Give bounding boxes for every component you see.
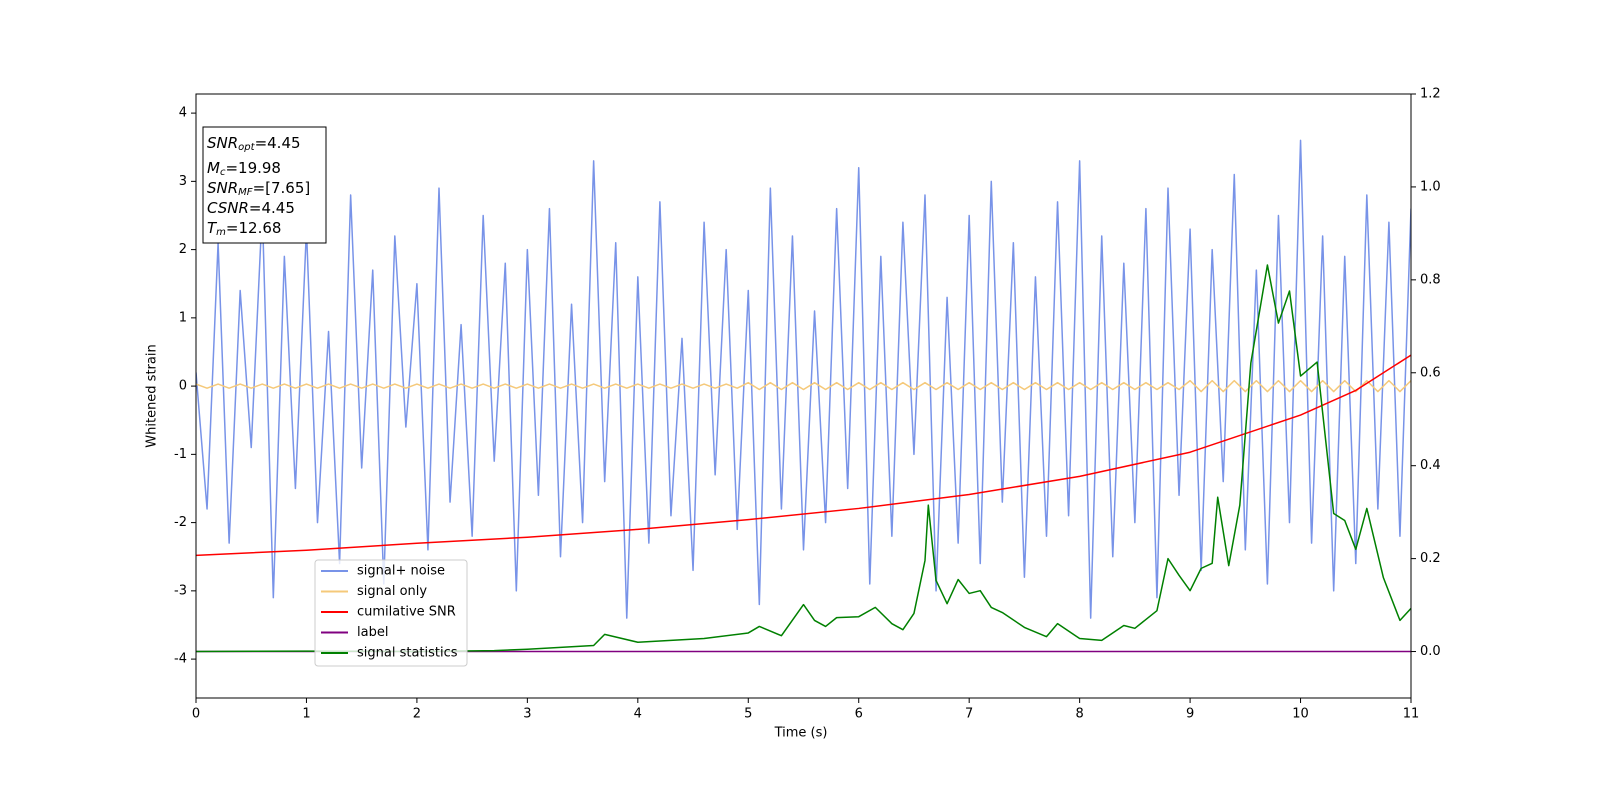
y-tick-label: -4 — [174, 652, 187, 667]
x-tick-label: 2 — [413, 707, 421, 722]
annotation-var: CSNR — [207, 199, 249, 217]
y-axis-label: Whitened strain — [145, 344, 160, 447]
y-tick-label: 0 — [179, 379, 187, 394]
x-tick-label: 10 — [1292, 707, 1309, 722]
annotation-sub: m — [216, 227, 226, 238]
y-tick-label: 4 — [179, 106, 187, 121]
y2-tick-label: 0.4 — [1420, 458, 1441, 473]
annotation-value: =12.68 — [226, 219, 282, 237]
series-line — [196, 354, 1411, 557]
y-tick-label: -2 — [174, 515, 187, 530]
y-tick-label: 2 — [179, 242, 187, 257]
x-tick-label: 7 — [965, 707, 973, 722]
annotation-sub: c — [220, 167, 226, 178]
series-line — [196, 379, 1411, 393]
annotation-line: CSNR=4.45 — [207, 199, 295, 217]
y-tick-label: -3 — [174, 583, 187, 598]
y2-tick-label: 1.2 — [1420, 87, 1441, 102]
legend-box — [314, 559, 468, 667]
annotation-line: Tm=12.68 — [207, 219, 281, 239]
x-axis-label: Time (s) — [774, 726, 828, 741]
x-tick-label: 8 — [1075, 707, 1083, 722]
x-tick-label: 6 — [855, 707, 863, 722]
y2-tick-label: 1.0 — [1420, 179, 1441, 194]
annotation-value: =19.98 — [225, 159, 281, 177]
series-line — [196, 139, 1411, 619]
annotation-line: SNRopt=4.45 — [207, 134, 301, 154]
annotation-var: M — [207, 159, 220, 177]
x-tick-label: 9 — [1186, 707, 1194, 722]
y2-tick-label: 0.2 — [1420, 551, 1441, 566]
x-tick-label: 1 — [302, 707, 310, 722]
y-tick-label: 1 — [179, 310, 187, 325]
legend-label: cumilative SNR — [357, 605, 456, 620]
x-tick-label: 5 — [744, 707, 752, 722]
x-tick-label: 4 — [634, 707, 642, 722]
annotation-line: Mc=19.98 — [207, 159, 281, 179]
y-tick-label: 3 — [179, 174, 187, 189]
legend-label: signal+ noise — [357, 564, 445, 579]
annotation-value: =4.45 — [255, 134, 301, 152]
annotation-var: T — [207, 219, 218, 237]
annotation-box — [202, 126, 327, 244]
axes-frame — [195, 93, 1412, 699]
annotation-sub: opt — [238, 142, 255, 153]
series-line — [196, 264, 1411, 653]
annotation-var: SNR — [207, 134, 238, 152]
x-tick-label: 3 — [523, 707, 531, 722]
legend-label: label — [357, 625, 388, 640]
legend-label: signal statistics — [357, 646, 458, 661]
legend-label: signal only — [357, 584, 427, 599]
y2-tick-label: 0.0 — [1420, 644, 1441, 659]
annotation-var: SNR — [207, 179, 238, 197]
y2-tick-label: 0.6 — [1420, 365, 1441, 380]
x-tick-label: 11 — [1403, 707, 1420, 722]
y-tick-label: -1 — [174, 447, 187, 462]
annotation-value: =[7.65] — [253, 179, 311, 197]
annotation-sub: MF — [238, 187, 253, 198]
annotation-value: =4.45 — [249, 199, 295, 217]
y2-tick-label: 0.8 — [1420, 272, 1441, 287]
annotation-line: SNRMF=[7.65] — [207, 179, 310, 199]
x-tick-label: 0 — [192, 707, 200, 722]
